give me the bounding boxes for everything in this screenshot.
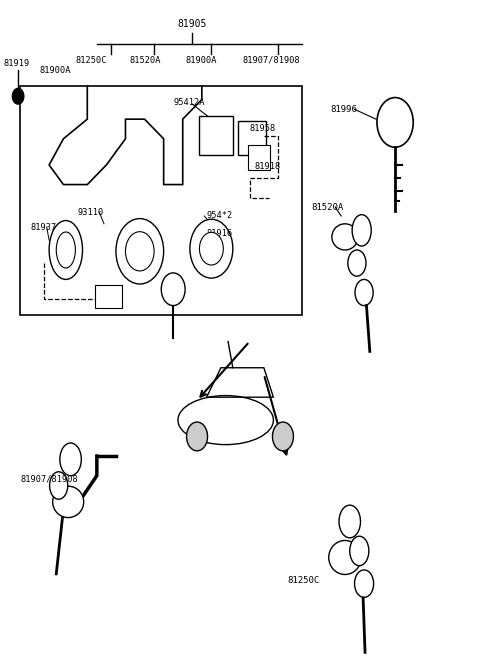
Text: 81996: 81996 xyxy=(331,105,358,114)
Text: 81919: 81919 xyxy=(4,59,30,68)
Circle shape xyxy=(12,89,24,104)
FancyBboxPatch shape xyxy=(238,121,266,155)
Text: 954*2: 954*2 xyxy=(206,212,233,221)
Ellipse shape xyxy=(60,443,81,476)
Text: 81250C: 81250C xyxy=(75,56,107,65)
Text: 81520A: 81520A xyxy=(129,56,161,65)
Ellipse shape xyxy=(178,396,274,445)
Ellipse shape xyxy=(339,505,360,538)
Ellipse shape xyxy=(125,232,154,271)
Ellipse shape xyxy=(56,232,75,268)
Text: 95412A: 95412A xyxy=(173,99,204,107)
Ellipse shape xyxy=(350,536,369,566)
Ellipse shape xyxy=(329,541,361,574)
Circle shape xyxy=(273,422,293,451)
Ellipse shape xyxy=(348,250,366,276)
Text: 81250C: 81250C xyxy=(288,576,320,585)
Text: 81900A: 81900A xyxy=(39,66,71,75)
Text: 81937: 81937 xyxy=(30,223,56,232)
Ellipse shape xyxy=(352,215,371,246)
Ellipse shape xyxy=(332,224,358,250)
Text: 81900A: 81900A xyxy=(185,56,216,65)
Ellipse shape xyxy=(355,570,373,597)
FancyBboxPatch shape xyxy=(248,145,270,170)
Circle shape xyxy=(187,422,207,451)
Ellipse shape xyxy=(190,219,233,278)
Text: 81905: 81905 xyxy=(178,19,207,30)
Ellipse shape xyxy=(49,472,68,499)
Ellipse shape xyxy=(53,486,84,518)
Ellipse shape xyxy=(49,221,83,279)
Text: 81907/81908: 81907/81908 xyxy=(242,56,300,65)
Text: 93110: 93110 xyxy=(78,208,104,217)
FancyBboxPatch shape xyxy=(96,285,122,307)
Ellipse shape xyxy=(355,279,373,306)
Text: 81907/81908: 81907/81908 xyxy=(21,474,78,484)
Text: 81916: 81916 xyxy=(206,229,233,238)
Ellipse shape xyxy=(116,219,164,284)
Text: 81520A: 81520A xyxy=(312,203,344,212)
Text: 81918: 81918 xyxy=(254,162,281,171)
Text: 81958: 81958 xyxy=(250,124,276,133)
FancyBboxPatch shape xyxy=(199,116,233,155)
FancyBboxPatch shape xyxy=(21,87,302,315)
Ellipse shape xyxy=(199,233,223,265)
